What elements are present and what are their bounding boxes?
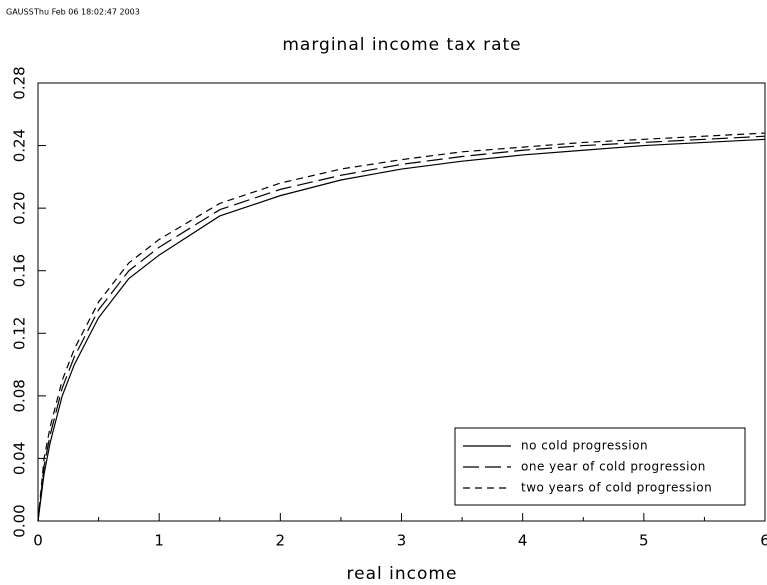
x-tick-label: 3 (397, 532, 407, 550)
series-line (37, 132, 766, 522)
y-tick-label: 0.24 (11, 129, 29, 162)
x-tick-label: 2 (276, 532, 286, 550)
header-timestamp: Thu Feb 06 18:02:47 2003 (33, 8, 140, 17)
series-line (37, 135, 766, 522)
y-tick-label: 0.08 (11, 379, 29, 412)
y-tick-label: 0.16 (11, 254, 29, 287)
x-tick-label: 6 (760, 532, 767, 550)
chart-title: marginal income tax rate (282, 35, 521, 55)
legend-label: two years of cold progression (521, 481, 712, 495)
x-tick-label: 0 (33, 532, 43, 550)
y-tick-label: 0.28 (11, 66, 29, 99)
y-tick-label: 0.12 (11, 317, 29, 350)
x-axis-label: real income (347, 564, 458, 584)
x-tick-label: 5 (639, 532, 649, 550)
x-tick-label: 4 (518, 532, 528, 550)
y-tick-label: 0.00 (11, 504, 29, 537)
y-tick-label: 0.04 (11, 442, 29, 475)
y-tick-label: 0.20 (11, 191, 29, 224)
header-program: GAUSS (6, 8, 34, 17)
legend-label: no cold progression (521, 439, 648, 453)
series-line (37, 138, 766, 522)
legend-label: one year of cold progression (521, 460, 706, 474)
legend-box (454, 427, 746, 506)
x-tick-label: 1 (154, 532, 164, 550)
